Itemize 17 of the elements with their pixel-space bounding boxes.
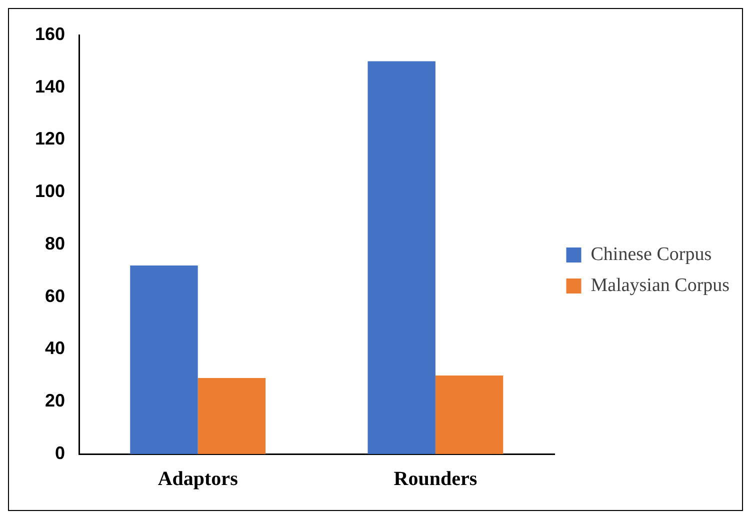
bar [198,378,266,454]
bar [368,61,436,454]
y-tick-label: 60 [45,286,66,306]
y-tick-label: 80 [45,233,66,254]
y-tick-label: 120 [34,128,66,149]
y-tick-label: 0 [55,442,66,463]
legend-label: Chinese Corpus [590,244,712,265]
y-tick-label: 140 [34,76,66,96]
y-tick-label: 160 [34,24,66,44]
bar [435,375,504,454]
x-tick-label: Adaptors [158,468,238,490]
x-tick-label: Rounders [394,468,478,490]
y-tick-label: 40 [45,338,66,358]
y-tick-label: 100 [34,181,66,202]
y-tick-label: 20 [45,390,66,411]
legend-label: Malaysian Corpus [590,274,730,296]
bar [130,265,198,454]
